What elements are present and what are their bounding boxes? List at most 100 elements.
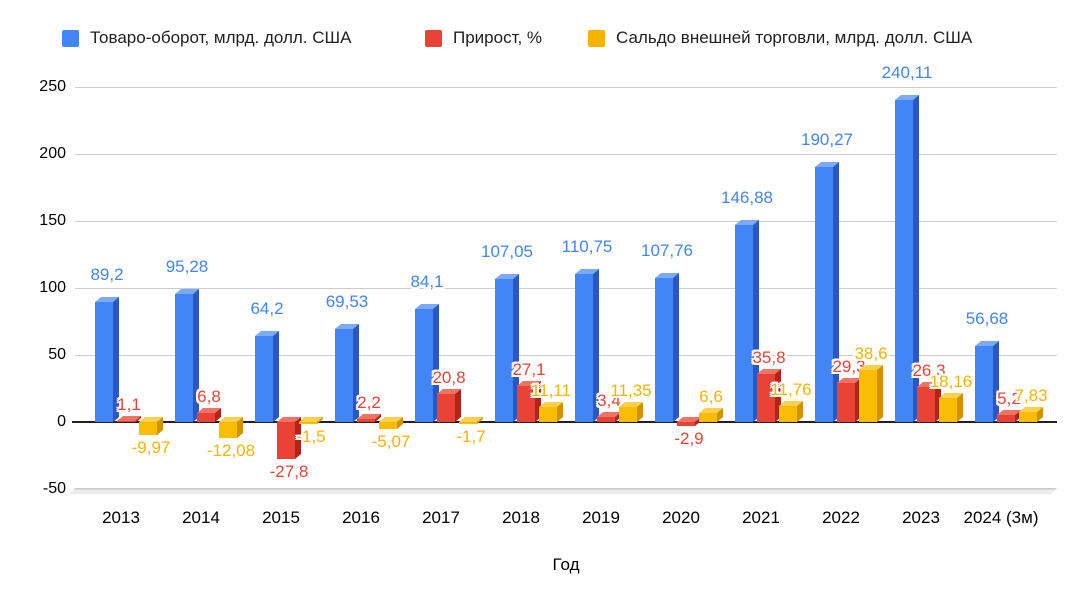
bar-series0-2024 (3м) [975,341,1000,422]
value-label-series2-2023: 18,16 [929,371,973,391]
bar-series2-2024 (3м) [1019,406,1044,422]
bar-series1-2014 [197,407,222,422]
value-label-series0-2013: 89,2 [90,265,124,285]
legend-item-series2: Сальдо внешней торговли, млрд. долл. США [588,28,972,48]
x-tick-2020: 2020 [662,508,700,527]
front-face [1019,411,1037,422]
value-label-series0-2021: 146,88 [721,188,773,208]
x-tick-2019: 2019 [582,508,620,527]
front-face [837,382,855,422]
front-face [357,419,375,422]
value-label-series0-2016: 69,53 [325,291,369,311]
front-face [997,415,1015,422]
value-label-series2-2022: 38,6 [854,344,888,364]
legend-label: Товаро-оборот, млрд. долл. США [90,28,352,47]
bar-series0-2023 [895,95,920,422]
gridline-100 [75,288,1057,289]
bar-series0-2015 [255,330,280,422]
x-tick-2018: 2018 [502,508,540,527]
gridline-50 [75,355,1057,356]
front-face [255,335,273,422]
bar-series0-2019 [575,268,600,422]
chart-floor-band [69,488,1057,494]
value-label-series1-2024 (3м): 5,2 [997,389,1021,409]
bar-series2-2022 [859,365,884,422]
value-label-series0-2018: 107,05 [481,241,533,261]
y-tick-label: 200 [39,145,66,162]
bar-series0-2018 [495,273,520,422]
side-face [637,401,643,422]
bar-series1-2023 [917,381,942,422]
bar-series2-2021 [779,401,804,422]
value-label-series1-2021: 35,8 [752,348,786,368]
value-label-series1-2013: 1,1 [117,394,141,414]
bar-series2-2017 [459,417,484,425]
value-label-series2-2020: 6,6 [699,387,723,407]
x-tick-2013: 2013 [102,508,140,527]
front-face [539,407,557,422]
front-face [415,309,433,422]
value-label-series2-2015: -1,5 [296,427,326,446]
side-face [957,392,963,422]
bar-series0-2017 [415,304,440,422]
value-label-series1-2022: 29,3 [832,356,866,376]
bar-series1-2015 [277,417,302,460]
gridline-150 [75,221,1057,222]
front-face [175,294,193,422]
bar-series2-2019 [619,401,644,422]
value-label-series2-2019: 11,35 [610,380,652,400]
value-label-series0-2015: 64,2 [250,298,284,318]
legend-item-series1: Прирост, % [425,28,542,48]
side-face [237,417,243,439]
bar-series1-2024 (3м) [997,410,1022,422]
bar-series0-2014 [175,289,200,422]
front-face [95,302,113,422]
gridline-250 [75,87,1057,88]
bar-series2-2016 [379,417,404,429]
front-face [815,167,833,422]
value-label-series1-2015: -27,8 [269,462,309,482]
x-tick-2021: 2021 [742,508,780,527]
y-tick-label: -50 [42,480,66,497]
front-face [655,277,673,422]
gridline-200 [75,154,1057,155]
x-tick-2022: 2022 [822,508,860,527]
value-label-series1-2018: 27,1 [512,359,546,379]
y-tick-label: 0 [57,413,66,430]
side-face [455,389,461,422]
y-tick-label: 50 [48,346,66,363]
side-face [557,402,563,422]
legend-swatch-icon [425,29,442,47]
bar-series0-2013 [95,297,120,422]
bar-series2-2015 [299,417,324,424]
legend-label: Прирост, % [453,28,543,47]
front-face [779,406,797,422]
value-label-series1-2020: -2,9 [674,428,704,448]
value-label-series0-2014: 95,28 [165,257,209,277]
front-face [619,406,637,422]
bar-series1-2019 [597,412,622,422]
front-face [895,100,913,422]
front-face [379,422,397,429]
legend-item-series0: Товаро-оборот, млрд. долл. США [62,28,351,48]
value-label-series0-2023: 240,11 [881,63,933,83]
value-label-series2-2021: 11,76 [770,380,812,400]
front-face [975,346,993,422]
legend-swatch-icon [588,29,605,47]
front-face [757,374,775,422]
bar-series1-2021 [757,369,782,422]
bar-series0-2022 [815,162,840,422]
side-face [157,417,163,436]
side-face [877,365,883,422]
front-face [459,422,477,425]
bar-series1-2018 [517,380,542,422]
front-face [699,413,717,422]
value-label-series0-2022: 190,27 [801,130,853,150]
front-face [495,278,513,422]
bar-series1-2013 [117,415,142,422]
bar-series2-2020 [699,408,724,422]
value-label-series2-2024 (3м): 7,83 [1014,385,1048,405]
front-face [597,417,615,422]
front-face [117,420,135,422]
